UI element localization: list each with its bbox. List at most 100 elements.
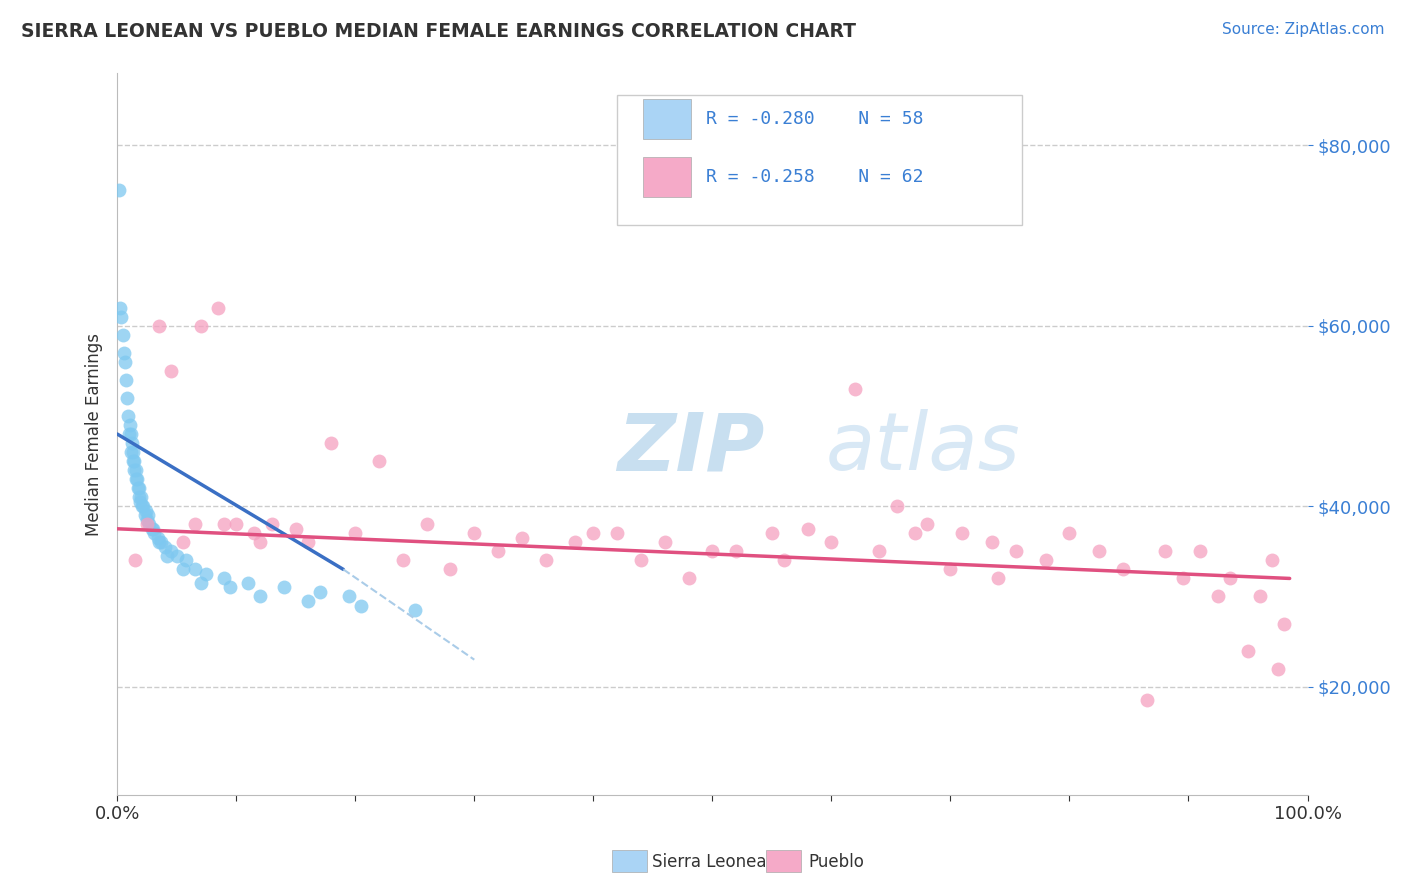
Point — [136, 508, 159, 523]
Point — [183, 562, 205, 576]
Point — [135, 504, 157, 518]
Point — [1112, 562, 1135, 576]
FancyBboxPatch shape — [617, 95, 1022, 225]
Point — [132, 500, 155, 514]
Point — [166, 549, 188, 563]
Text: R = -0.258    N = 62: R = -0.258 N = 62 — [706, 168, 924, 186]
Point — [131, 500, 153, 514]
Point — [124, 454, 146, 468]
Point — [260, 517, 283, 532]
Point — [142, 522, 165, 536]
Point — [273, 581, 295, 595]
Point — [118, 427, 141, 442]
Point — [1059, 526, 1081, 541]
Point — [939, 562, 962, 576]
Point — [820, 535, 842, 549]
Point — [1035, 553, 1057, 567]
Point — [606, 526, 628, 541]
Point — [121, 454, 143, 468]
Point — [981, 535, 1004, 549]
Point — [236, 576, 259, 591]
Point — [796, 522, 818, 536]
Point — [117, 391, 139, 405]
Point — [134, 508, 156, 523]
Point — [121, 436, 143, 450]
Point — [225, 517, 247, 532]
Point — [118, 417, 141, 432]
Point — [987, 571, 1010, 585]
Point — [761, 526, 783, 541]
Point — [190, 576, 212, 591]
Point — [143, 526, 166, 541]
Point — [127, 481, 149, 495]
Point — [1153, 544, 1175, 558]
Text: SIERRA LEONEAN VS PUEBLO MEDIAN FEMALE EARNINGS CORRELATION CHART: SIERRA LEONEAN VS PUEBLO MEDIAN FEMALE E… — [21, 22, 856, 41]
Point — [249, 590, 271, 604]
Point — [564, 535, 586, 549]
Point — [153, 540, 176, 554]
Point — [112, 346, 135, 360]
Point — [128, 481, 150, 495]
Point — [297, 594, 319, 608]
Point — [156, 549, 179, 563]
Point — [321, 436, 343, 450]
Point — [138, 517, 160, 532]
Point — [1237, 643, 1260, 657]
Point — [195, 566, 218, 581]
Point — [207, 301, 229, 315]
Point — [1171, 571, 1194, 585]
Point — [868, 544, 890, 558]
Point — [128, 490, 150, 504]
Point — [141, 522, 163, 536]
Point — [1219, 571, 1241, 585]
Point — [368, 454, 391, 468]
Point — [174, 553, 197, 567]
Point — [124, 553, 146, 567]
Point — [350, 599, 373, 613]
Point — [654, 535, 676, 549]
Point — [125, 472, 148, 486]
Point — [136, 513, 159, 527]
Point — [630, 553, 652, 567]
Point — [214, 571, 236, 585]
Point — [1005, 544, 1028, 558]
Point — [214, 517, 236, 532]
Point — [1088, 544, 1111, 558]
Point — [219, 581, 242, 595]
Point — [129, 490, 152, 504]
Point — [337, 590, 360, 604]
Point — [284, 522, 307, 536]
Point — [129, 494, 152, 508]
Point — [463, 526, 485, 541]
Point — [190, 318, 212, 333]
Point — [404, 603, 426, 617]
Point — [249, 535, 271, 549]
Point — [915, 517, 938, 532]
Point — [117, 409, 139, 423]
Text: atlas: atlas — [825, 409, 1021, 487]
Point — [415, 517, 437, 532]
Point — [120, 427, 142, 442]
Point — [308, 585, 330, 599]
Point — [146, 531, 169, 545]
Point — [1189, 544, 1212, 558]
Point — [950, 526, 973, 541]
Point — [172, 535, 194, 549]
Point — [183, 517, 205, 532]
Point — [122, 445, 145, 459]
Point — [150, 535, 173, 549]
Text: Pueblo: Pueblo — [808, 853, 865, 871]
Point — [886, 500, 908, 514]
Point — [439, 562, 461, 576]
Point — [148, 535, 170, 549]
Point — [772, 553, 794, 567]
Point — [108, 183, 131, 197]
Text: Sierra Leoneans: Sierra Leoneans — [652, 853, 786, 871]
Point — [678, 571, 700, 585]
Point — [582, 526, 605, 541]
Point — [136, 517, 159, 532]
Point — [115, 373, 138, 387]
Point — [159, 544, 181, 558]
Point — [1272, 616, 1295, 631]
Bar — [644, 157, 690, 196]
